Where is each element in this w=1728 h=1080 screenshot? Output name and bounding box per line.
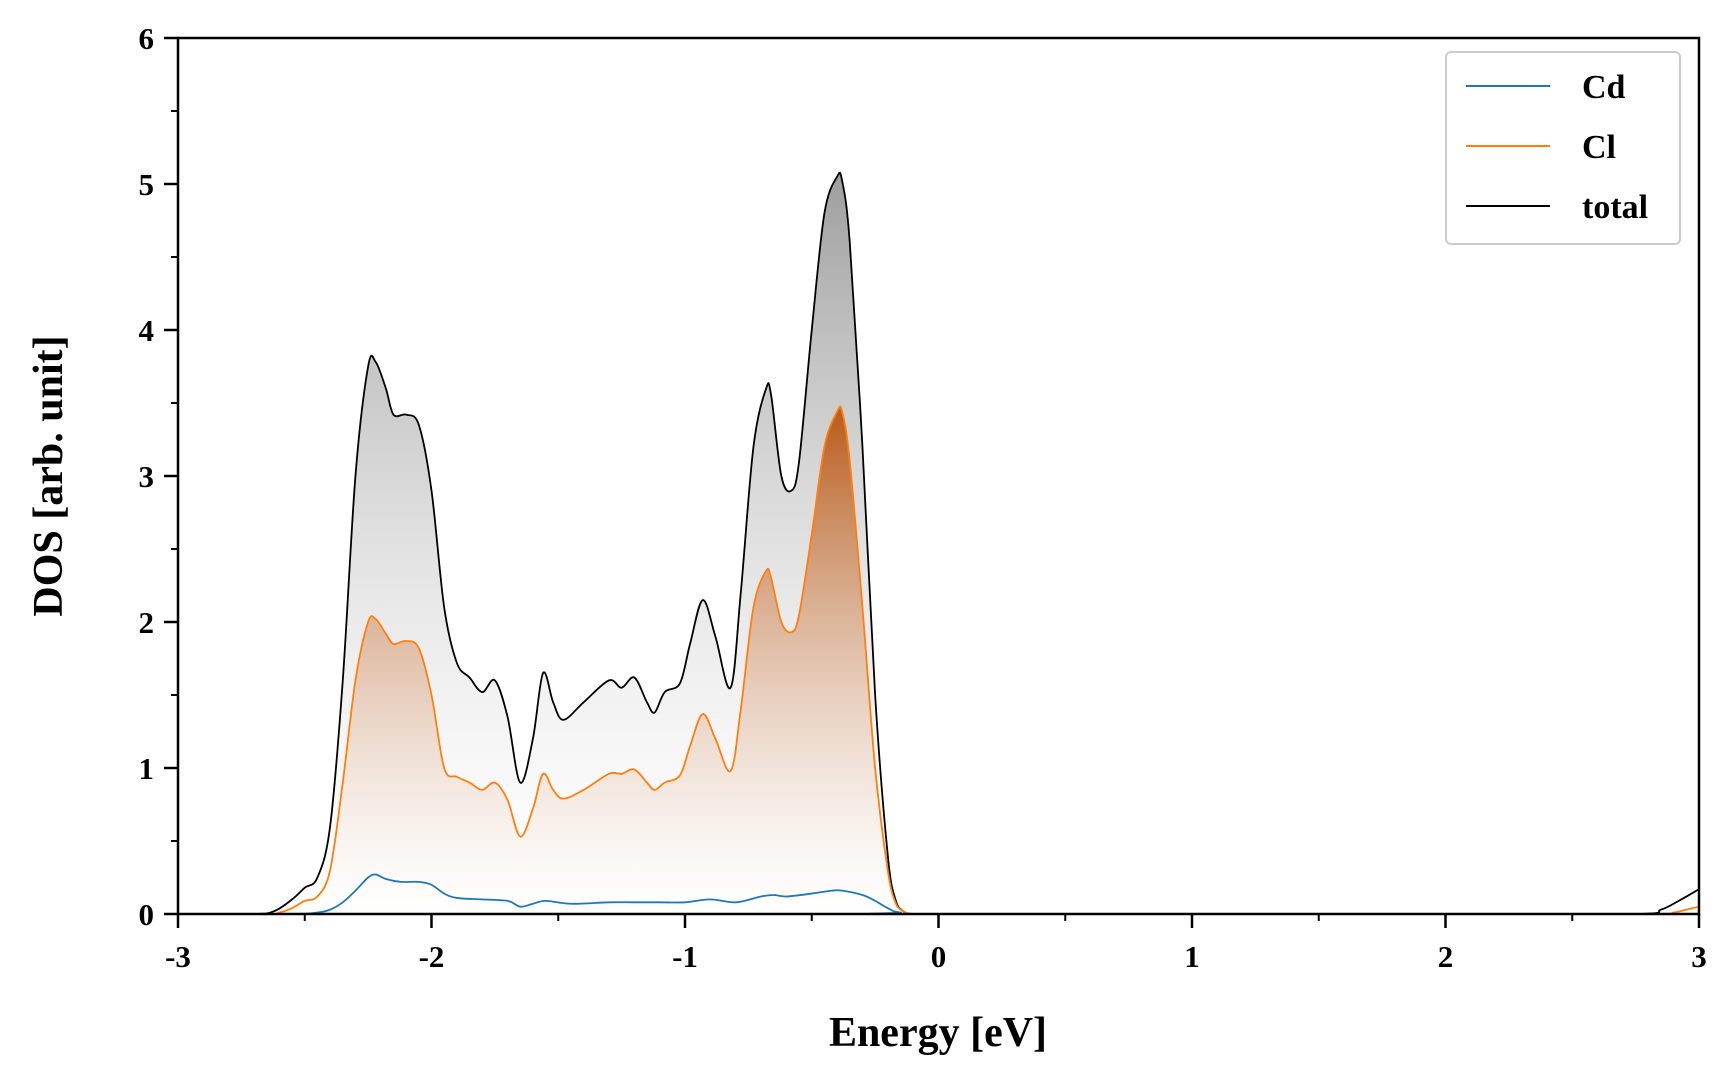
x-tick-label: -1 bbox=[672, 939, 698, 974]
legend-label-total: total bbox=[1582, 189, 1648, 226]
x-axis-ticks: -3 -2 -1 0 1 2 3 bbox=[165, 914, 1707, 974]
y-tick-label: 2 bbox=[139, 605, 155, 640]
y-tick-label: 5 bbox=[139, 167, 155, 202]
area-fills bbox=[178, 172, 1699, 914]
y-tick-label: 6 bbox=[139, 21, 155, 56]
x-tick-label: 3 bbox=[1691, 939, 1707, 974]
x-tick-label: 1 bbox=[1184, 939, 1200, 974]
series-line-cd bbox=[178, 873, 1699, 914]
series-line-total bbox=[178, 171, 1699, 914]
series-lines bbox=[178, 171, 1699, 914]
y-tick-label: 0 bbox=[139, 897, 155, 932]
legend: Cd Cl total bbox=[1445, 51, 1681, 245]
legend-box bbox=[1445, 51, 1681, 245]
legend-label-cl: Cl bbox=[1582, 129, 1616, 166]
x-tick-label: 2 bbox=[1438, 939, 1454, 974]
y-axis-title: DOS [arb. unit] bbox=[26, 335, 72, 616]
x-axis-title: Energy [eV] bbox=[829, 1010, 1047, 1056]
x-tick-label: -2 bbox=[419, 939, 445, 974]
y-tick-label: 4 bbox=[139, 313, 155, 348]
x-tick-label: 0 bbox=[931, 939, 947, 974]
y-axis-ticks: 0 1 2 3 4 5 6 bbox=[139, 21, 178, 932]
area-fill-total bbox=[178, 172, 1699, 914]
legend-entries: Cd Cl total bbox=[1466, 69, 1648, 226]
legend-label-cd: Cd bbox=[1582, 69, 1626, 106]
y-tick-label: 3 bbox=[139, 459, 155, 494]
y-tick-label: 1 bbox=[139, 751, 155, 786]
series-line-cl bbox=[178, 405, 1699, 914]
x-tick-label: -3 bbox=[165, 939, 191, 974]
